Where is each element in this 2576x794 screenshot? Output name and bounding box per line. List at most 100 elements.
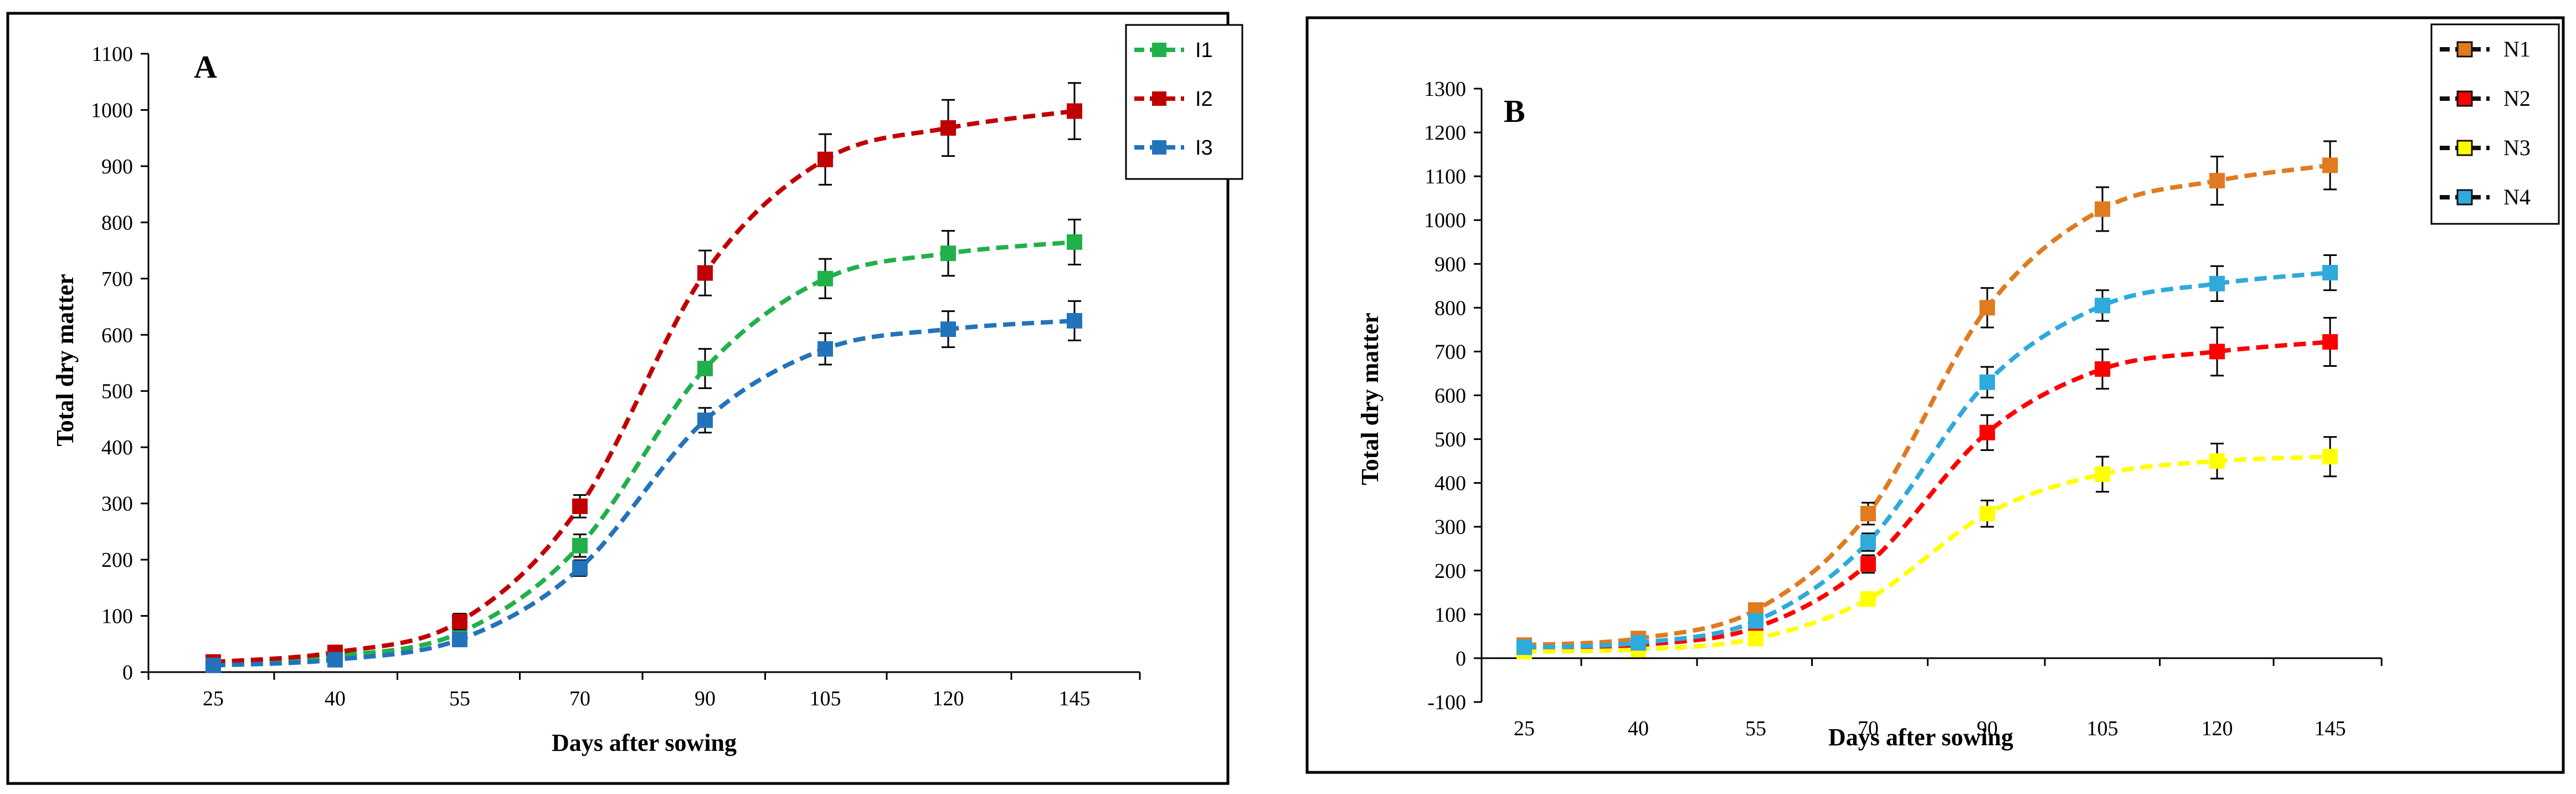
- panel-a-y-tick-label: 100: [101, 605, 133, 628]
- panel-b-point-n2: [2322, 334, 2338, 350]
- panel-a-point-i2: [817, 151, 833, 167]
- panel-a-x-axis-label: Days after sowing: [552, 729, 737, 756]
- panel-a-x-tick-label: 70: [569, 687, 590, 710]
- panel-b-point-n3: [1860, 591, 1876, 607]
- panel-a-point-i2: [940, 120, 956, 136]
- panel-a-point-i2: [1067, 103, 1082, 119]
- panel-b-point-n1: [2209, 173, 2225, 189]
- panel-a-legend-label-i3: I3: [1195, 136, 1213, 160]
- panel-b-legend-marker: [2456, 140, 2473, 156]
- panel-b-point-n4: [2322, 265, 2338, 281]
- panel-b-y-tick-label: 1300: [1424, 78, 1466, 101]
- panel-a-y-tick-label: 300: [101, 493, 133, 516]
- panel-a-point-i2: [572, 498, 588, 514]
- panel-a-y-tick-label: 0: [122, 661, 133, 684]
- panel-a-legend-label-i2: I2: [1195, 88, 1213, 111]
- panel-b-y-tick-label: 1000: [1424, 209, 1466, 232]
- panel-b-point-n4: [2095, 298, 2110, 314]
- panel-b-legend-label-n4: N4: [2503, 185, 2531, 209]
- panel-b-legend-marker: [2456, 90, 2473, 107]
- panel-b-legend-marker: [2456, 189, 2473, 206]
- panel-b-series-line-n2: [1524, 340, 2331, 652]
- panel-a-point-i3: [1067, 313, 1082, 329]
- panel-b-y-tick-label: 900: [1434, 253, 1466, 276]
- panel-a-y-axis-label: Total dry matter: [52, 274, 79, 446]
- panel-b-series-line-n3: [1524, 454, 2331, 654]
- panel-b-x-tick-label: 145: [2315, 717, 2346, 740]
- panel-b-frame: [1305, 16, 2565, 774]
- panel-a-y-tick-label: 600: [101, 324, 133, 347]
- panel-b-point-n3: [2095, 466, 2110, 482]
- panel-a-y-tick-label: 200: [101, 549, 133, 572]
- panel-a-x-tick-label: 55: [449, 687, 470, 710]
- panel-b-point-n4: [1631, 635, 1646, 651]
- panel-b-legend-label-n1: N1: [2503, 37, 2531, 62]
- panel-b-y-tick-label: 800: [1434, 296, 1466, 320]
- panel-a-legend-marker: [1152, 43, 1166, 57]
- panel-a-x-tick-label: 25: [203, 687, 224, 710]
- panel-a-point-i2: [697, 265, 713, 281]
- panel-b-y-tick-label: 400: [1434, 472, 1466, 495]
- panel-a-x-tick-label: 105: [810, 687, 841, 710]
- panel-b-point-n1: [2322, 157, 2338, 173]
- panel-b-x-tick-label: 120: [2202, 717, 2233, 740]
- panel-b-point-n1: [2095, 201, 2110, 217]
- panel-b-y-tick-label: 1200: [1424, 121, 1466, 145]
- panel-b-point-n2: [2095, 361, 2110, 377]
- panel-a-frame: [6, 12, 1230, 785]
- panel-b-series-line-n4: [1524, 270, 2331, 650]
- panel-b-x-tick-label: 70: [1858, 717, 1879, 740]
- panel-b-y-tick-label: 700: [1434, 340, 1466, 363]
- panel-a-point-i3: [452, 632, 467, 648]
- panel-a-y-tick-label: 1100: [91, 43, 133, 66]
- panel-b-point-n2: [1979, 424, 1995, 440]
- panel-a-y-tick-label: 1000: [91, 99, 133, 122]
- panel-a-legend-marker: [1152, 91, 1166, 106]
- panel-b-x-tick-label: 105: [2087, 717, 2119, 740]
- panel-a-point-i3: [327, 652, 343, 668]
- panel-b-y-tick-label: -100: [1427, 691, 1466, 714]
- panel-b-legend-label-n2: N2: [2503, 86, 2531, 111]
- panel-b-point-n2: [1860, 556, 1876, 572]
- panel-b-point-n2: [2209, 344, 2225, 360]
- panel-a-point-i2: [452, 613, 467, 629]
- panel-b-point-n4: [1860, 534, 1876, 550]
- panel-b-point-n4: [2209, 275, 2225, 291]
- panel-a-x-tick-label: 90: [695, 687, 716, 710]
- panel-b-label: B: [1504, 93, 1525, 129]
- panel-a-point-i1: [1067, 234, 1082, 250]
- panel-b-x-tick-label: 90: [1977, 717, 1998, 740]
- panel-b: B Days after sowing Total dry matter -10…: [1356, 23, 2560, 751]
- panel-b-point-n3: [2209, 453, 2225, 469]
- panel-a-legend-label-i1: I1: [1195, 39, 1213, 62]
- panel-b-x-tick-label: 40: [1628, 717, 1649, 740]
- panel-a-point-i1: [817, 270, 833, 286]
- panel-b-y-tick-label: 600: [1434, 385, 1466, 408]
- panel-b-legend-marker: [2456, 41, 2473, 58]
- panel-a-x-tick-label: 120: [933, 687, 964, 710]
- panel-a-y-tick-label: 800: [101, 211, 133, 234]
- panel-b-point-n4: [1979, 374, 1995, 390]
- panel-b-x-tick-label: 55: [1745, 717, 1766, 740]
- panel-b-x-axis-label: Days after sowing: [1828, 724, 2013, 751]
- panel-b-legend-box: [2430, 23, 2560, 225]
- panel-a-y-tick-label: 500: [101, 380, 133, 403]
- panel-b-point-n4: [1516, 639, 1532, 655]
- panel-b-y-tick-label: 200: [1434, 560, 1466, 583]
- panel-b-x-tick-label: 25: [1514, 717, 1535, 740]
- panel-a-series-line-i1: [213, 239, 1075, 666]
- panel-b-point-n3: [1979, 505, 1995, 521]
- panel-a-point-i3: [205, 657, 221, 673]
- panel-b-series-line-n1: [1524, 163, 2331, 648]
- panel-a-series-line-i2: [213, 109, 1075, 664]
- panel-b-point-n1: [1860, 505, 1876, 521]
- panel-a-x-tick-label: 145: [1059, 687, 1091, 710]
- panel-b-point-n1: [1979, 300, 1995, 316]
- panel-b-point-n3: [1748, 631, 1763, 647]
- panel-a-y-tick-label: 400: [101, 436, 133, 459]
- panel-a-point-i3: [817, 341, 833, 357]
- panel-a-y-tick-label: 900: [101, 155, 133, 178]
- panel-b-y-axis-label: Total dry matter: [1356, 313, 1384, 485]
- panel-b-y-tick-label: 1100: [1425, 165, 1466, 188]
